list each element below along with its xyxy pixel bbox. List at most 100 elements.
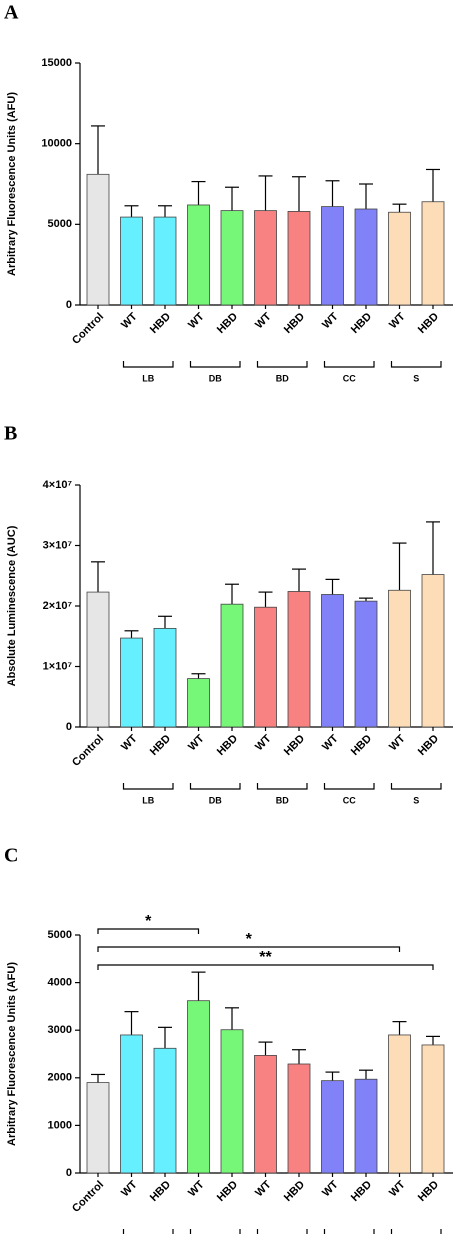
x-tick-label: WT bbox=[186, 1178, 207, 1199]
panel-label: B bbox=[4, 423, 17, 445]
x-tick-label: HBD bbox=[282, 733, 307, 758]
x-tick-label: HBD bbox=[349, 1179, 374, 1204]
y-tick-label: 0 bbox=[66, 299, 72, 311]
x-tick-label: WT bbox=[119, 732, 140, 753]
y-tick-label: 4000 bbox=[48, 977, 72, 989]
x-tick-label: HBD bbox=[148, 311, 173, 336]
bar bbox=[354, 600, 378, 728]
x-tick-label: WT bbox=[253, 1178, 274, 1199]
bar bbox=[187, 678, 210, 728]
group-bracket bbox=[122, 361, 174, 368]
group-label: S bbox=[413, 373, 419, 383]
group-label: S bbox=[413, 795, 419, 805]
y-tick-label: 3×10⁷ bbox=[43, 539, 73, 551]
group-bracket bbox=[390, 1229, 442, 1236]
y-tick-label: 2000 bbox=[48, 1072, 72, 1084]
bar bbox=[287, 211, 311, 306]
group-bracket bbox=[390, 783, 442, 790]
group-bracket bbox=[189, 361, 241, 368]
significance-label: * bbox=[145, 913, 152, 930]
bar bbox=[388, 589, 411, 728]
bar bbox=[321, 1080, 344, 1174]
x-tick-label: Control bbox=[70, 733, 106, 769]
y-tick-label: 15000 bbox=[41, 57, 72, 69]
y-axis-label: Arbitrary Fluorescence Units (AFU) bbox=[6, 962, 18, 1146]
y-tick-label: 2×10⁷ bbox=[43, 600, 73, 612]
group-bracket bbox=[189, 783, 241, 790]
bar bbox=[187, 204, 210, 306]
x-tick-label: WT bbox=[387, 732, 408, 753]
group-bracket bbox=[323, 783, 375, 790]
y-tick-label: 5000 bbox=[48, 929, 72, 941]
group-label: LB bbox=[142, 373, 154, 383]
y-axis-label: Absolute Luminescence (AUC) bbox=[6, 525, 18, 686]
x-tick-label: HBD bbox=[148, 1179, 173, 1204]
bar bbox=[220, 1029, 244, 1174]
y-tick-label: 0 bbox=[66, 721, 72, 733]
x-tick-label: WT bbox=[253, 732, 274, 753]
group-label: LB bbox=[142, 795, 154, 805]
x-tick-label: HBD bbox=[349, 311, 374, 336]
x-tick-label: HBD bbox=[416, 1179, 441, 1204]
significance-label: ** bbox=[259, 949, 272, 966]
group-bracket bbox=[323, 361, 375, 368]
x-tick-label: HBD bbox=[148, 733, 173, 758]
bar bbox=[153, 216, 177, 306]
group-label: CC bbox=[343, 373, 356, 383]
bar bbox=[287, 1063, 311, 1174]
bar bbox=[321, 206, 344, 306]
bar bbox=[421, 201, 445, 306]
bar bbox=[254, 606, 277, 728]
bar bbox=[421, 1044, 445, 1174]
x-tick-label: WT bbox=[387, 1178, 408, 1199]
bar bbox=[120, 1034, 143, 1174]
x-tick-label: HBD bbox=[416, 733, 441, 758]
x-tick-label: WT bbox=[387, 310, 408, 331]
bar bbox=[86, 591, 110, 728]
group-bracket bbox=[256, 361, 308, 368]
x-tick-label: WT bbox=[119, 310, 140, 331]
x-tick-label: WT bbox=[186, 310, 207, 331]
bar bbox=[388, 1034, 411, 1174]
panel-label: A bbox=[4, 2, 19, 24]
group-bracket bbox=[256, 1229, 308, 1236]
significance-label: * bbox=[246, 931, 253, 948]
group-label: BD bbox=[276, 373, 289, 383]
y-tick-label: 10000 bbox=[41, 138, 72, 150]
group-bracket bbox=[390, 361, 442, 368]
y-tick-label: 5000 bbox=[48, 218, 72, 230]
x-tick-label: HBD bbox=[282, 1179, 307, 1204]
panel-label: C bbox=[4, 845, 18, 867]
x-tick-label: Control bbox=[70, 1179, 106, 1215]
x-tick-label: Control bbox=[70, 311, 106, 347]
bar bbox=[321, 594, 344, 728]
x-tick-label: HBD bbox=[215, 733, 240, 758]
group-bracket bbox=[256, 783, 308, 790]
bar bbox=[254, 1055, 277, 1174]
x-tick-label: HBD bbox=[416, 311, 441, 336]
bar bbox=[120, 637, 143, 728]
x-tick-label: WT bbox=[320, 1178, 341, 1199]
x-tick-label: WT bbox=[320, 310, 341, 331]
group-label: DB bbox=[209, 373, 222, 383]
x-tick-label: HBD bbox=[282, 311, 307, 336]
bar bbox=[254, 210, 277, 306]
bar bbox=[86, 1082, 110, 1174]
x-tick-label: WT bbox=[253, 310, 274, 331]
bar bbox=[388, 211, 411, 306]
bar bbox=[287, 591, 311, 728]
x-tick-label: WT bbox=[186, 732, 207, 753]
bar bbox=[86, 173, 110, 306]
bar bbox=[120, 216, 143, 306]
group-label: DB bbox=[209, 795, 222, 805]
significance-bracket bbox=[97, 928, 200, 934]
y-tick-label: 0 bbox=[66, 1167, 72, 1179]
group-bracket bbox=[122, 783, 174, 790]
x-tick-label: HBD bbox=[215, 1179, 240, 1204]
significance-bracket bbox=[97, 946, 401, 952]
bar bbox=[187, 1000, 210, 1174]
group-bracket bbox=[189, 1229, 241, 1236]
y-tick-label: 3000 bbox=[48, 1024, 72, 1036]
bar bbox=[354, 1078, 378, 1174]
